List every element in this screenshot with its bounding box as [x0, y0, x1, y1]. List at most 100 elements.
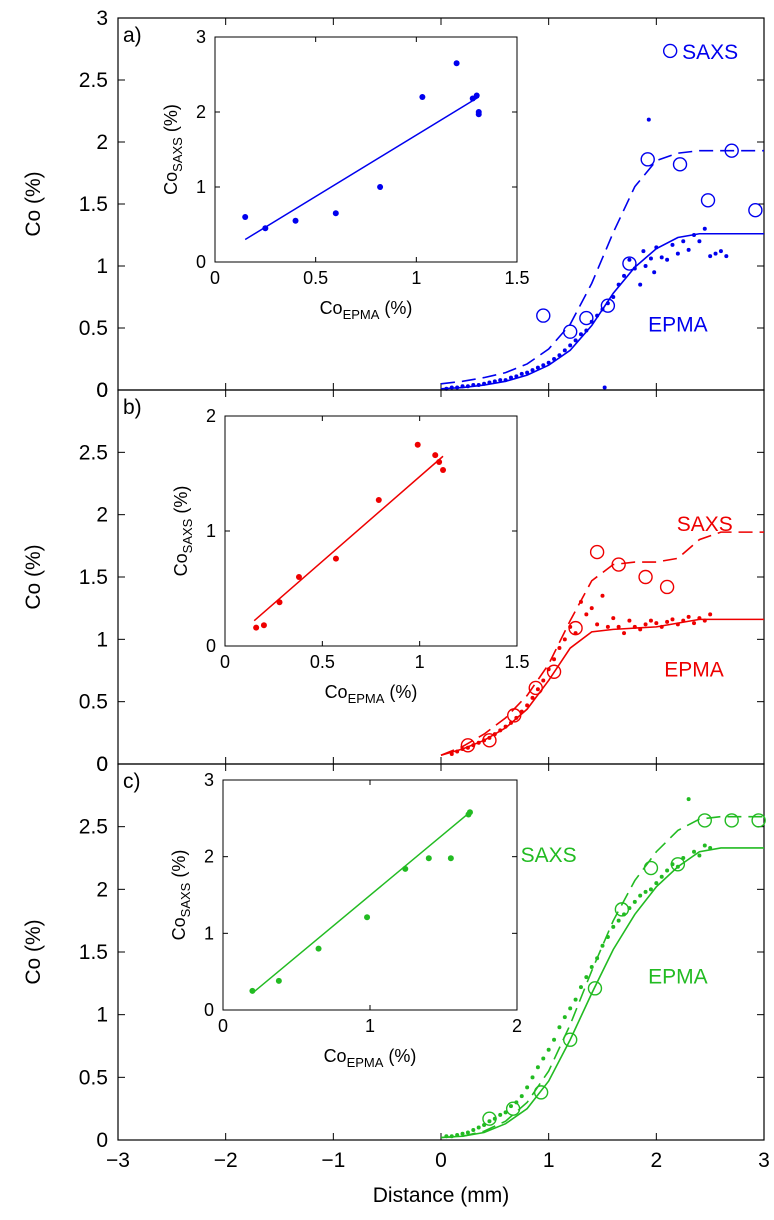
- data-point: [579, 310, 594, 326]
- series-dashed: [440, 815, 764, 1139]
- data-point: [541, 678, 546, 683]
- inset-data-point: [453, 60, 460, 67]
- y-tick-label: 0.5: [79, 317, 108, 340]
- inset-x-tick-label: 0.5: [303, 268, 328, 288]
- y-axis-label: Co (%): [22, 544, 45, 609]
- data-point: [697, 853, 702, 858]
- data-point: [638, 282, 643, 287]
- inset-x-label-sub: EPMA: [343, 307, 380, 322]
- series-dashed: [440, 531, 764, 757]
- y-tick-label: 2: [96, 131, 108, 154]
- inset-fit-line: [251, 811, 471, 994]
- data-point: [482, 1122, 487, 1127]
- data-point: [492, 1116, 497, 1121]
- inset-y-tick-label: 2: [206, 406, 216, 426]
- inset-x-label-sub: EPMA: [347, 1055, 384, 1070]
- data-point: [605, 624, 610, 629]
- data-point: [659, 874, 664, 879]
- panel-a: 0.5 1 1.5 2 2.5 3 0 Co (%) a) SAXS EPMA 0 0.5 1 1.5 0 1 2…: [22, 7, 765, 402]
- data-point: [686, 797, 691, 802]
- data-point: [568, 1006, 573, 1011]
- x-tick-label: 2: [650, 1149, 662, 1172]
- data-point: [476, 1125, 481, 1130]
- inset-data-point: [332, 555, 339, 562]
- inset-x-label-suffix: (%): [383, 1046, 416, 1066]
- data-point: [641, 249, 646, 254]
- data-point: [718, 249, 723, 254]
- annotation-epma: EPMA: [664, 659, 724, 682]
- data-point: [675, 251, 680, 256]
- data-point: [505, 1101, 521, 1116]
- inset-data-point: [440, 467, 447, 474]
- series-dashed: [440, 149, 764, 385]
- inset-y-tick-label: 0: [204, 1000, 214, 1020]
- data-point: [525, 1085, 530, 1090]
- inset-x-tick-label: 1: [411, 268, 421, 288]
- data-point: [622, 273, 627, 278]
- data-point: [530, 1075, 535, 1080]
- inset-y-tick-label: 2: [204, 847, 214, 867]
- data-point: [692, 849, 697, 854]
- inset-x-tick-label: 0: [210, 268, 220, 288]
- inset-data-point: [447, 855, 454, 862]
- inset-y-tick-label: 3: [196, 27, 206, 47]
- y-tick-label: 0.5: [79, 1066, 108, 1089]
- inset-y-label-main: Co: [161, 172, 181, 195]
- data-point: [508, 375, 513, 380]
- inset-x-tick-label: 0: [220, 652, 230, 672]
- y-tick-label: 2.5: [79, 441, 108, 464]
- data-point: [595, 622, 600, 627]
- inset-data-point: [276, 599, 283, 606]
- inset-y-tick-label: 0: [196, 252, 206, 272]
- y-tick-label: 1: [96, 255, 108, 278]
- x-tick-label: 1: [543, 1149, 555, 1172]
- annotation-saxs: SAXS: [682, 41, 738, 64]
- data-point: [587, 981, 603, 996]
- inset-fit-line: [244, 96, 480, 241]
- x-tick-label: −3: [106, 1149, 130, 1172]
- data-point: [552, 1037, 557, 1042]
- inset-x-tick-label: 2: [512, 1016, 522, 1036]
- inset-data-point: [315, 945, 322, 952]
- annotation-epma: EPMA: [648, 965, 708, 988]
- data-point: [573, 631, 578, 636]
- data-point: [665, 868, 670, 873]
- data-point: [648, 618, 653, 623]
- data-point: [724, 254, 729, 259]
- data-point: [573, 338, 578, 343]
- y-axis-label: Co (%): [22, 171, 45, 236]
- data-point: [622, 256, 637, 271]
- panel-label: b): [123, 396, 142, 419]
- x-tick-label: −2: [214, 1149, 238, 1172]
- data-point: [546, 667, 551, 672]
- data-point: [530, 368, 535, 373]
- data-point: [616, 918, 621, 923]
- data-point: [643, 264, 648, 268]
- data-point: [568, 624, 573, 629]
- data-point: [552, 657, 557, 662]
- inset-data-point: [260, 622, 267, 629]
- inset-data-point: [275, 977, 282, 984]
- series-line: [440, 815, 764, 1139]
- series-line: [440, 149, 764, 385]
- data-point: [681, 239, 686, 244]
- data-point: [600, 593, 605, 598]
- inset-y-tick-label: 1: [204, 923, 214, 943]
- inset-y-tick-label: 1: [196, 177, 206, 197]
- inset-y-tick-label: 0: [206, 636, 216, 656]
- data-point: [541, 363, 546, 368]
- data-point: [578, 599, 583, 604]
- data-point: [557, 1025, 562, 1030]
- data-point: [602, 385, 607, 390]
- data-point: [584, 975, 589, 980]
- data-point: [546, 664, 562, 679]
- data-point: [589, 606, 594, 611]
- data-point: [702, 226, 707, 231]
- inset-x-tick-label: 1: [415, 652, 425, 672]
- inset-y-tick-label: 3: [204, 770, 214, 790]
- data-point: [465, 1130, 470, 1135]
- inset-x-label-sub: EPMA: [348, 691, 385, 706]
